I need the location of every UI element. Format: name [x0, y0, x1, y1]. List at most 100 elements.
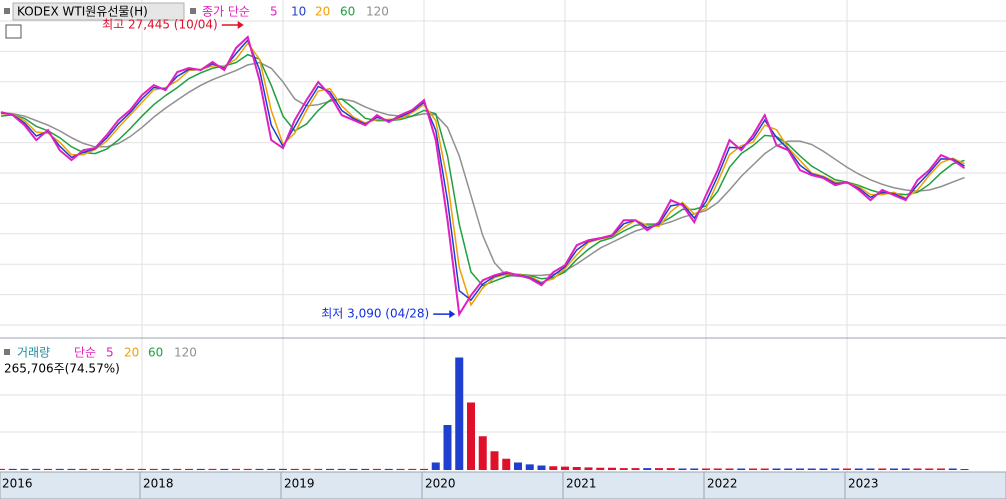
volume-bar: [960, 469, 969, 470]
volume-bar: [572, 467, 581, 470]
volume-bar: [948, 468, 957, 470]
table-icon[interactable]: [5, 24, 22, 39]
annotation-arrowhead: [237, 21, 244, 30]
volume-bar: [173, 468, 182, 470]
volume-bar: [596, 467, 605, 470]
volume-bar: [267, 468, 276, 470]
x-tick-label: 2018: [143, 477, 174, 491]
volume-bar: [20, 468, 29, 470]
volume-bar: [185, 468, 193, 470]
volume-bar: [725, 468, 734, 470]
volume-bar: [290, 468, 299, 470]
x-tick-label: 2019: [284, 477, 315, 491]
volume-bar: [337, 468, 346, 470]
volume-bar: [901, 468, 910, 470]
volume-bar: [890, 468, 898, 470]
volume-bar: [937, 468, 945, 470]
legend-entry: 120: [366, 5, 389, 19]
volume-bar: [608, 467, 616, 470]
volume-bar: [913, 468, 922, 470]
volume-bar: [220, 468, 229, 470]
legend-entry: 60: [340, 5, 355, 19]
volume-legend-entry: 120: [174, 346, 197, 360]
grid: [0, 0, 1006, 472]
x-tick-label: 2021: [566, 477, 597, 491]
volume-bar: [807, 468, 816, 470]
volume-bar: [467, 402, 475, 470]
volume-bar: [772, 468, 781, 470]
volume-bar: [854, 468, 863, 470]
ma-line: [0, 35, 966, 318]
volume-bar: [561, 466, 569, 470]
volume-bar: [361, 468, 370, 470]
volume-bar: [655, 468, 663, 470]
volume-bar: [431, 462, 440, 470]
volume-bar: [866, 468, 875, 470]
volume-bar: [408, 468, 417, 470]
volume-bar: [666, 468, 675, 470]
volume-title: 거래량: [17, 346, 50, 360]
volume-bar: [420, 468, 428, 470]
volume-bar: [490, 451, 499, 470]
annotation-arrowhead: [449, 310, 456, 319]
legend-entry: 20: [315, 5, 330, 19]
volume-current-label: 265,706주(74.57%): [4, 362, 120, 376]
volume-bar: [138, 468, 146, 470]
volume-bar: [243, 468, 252, 470]
volume-bar: [91, 468, 99, 470]
volume-bar: [32, 468, 41, 470]
volume-bar: [502, 458, 511, 470]
volume-bar: [537, 465, 546, 470]
volume-bar: [349, 468, 358, 470]
x-axis-band: [0, 471, 1006, 499]
volume-bar: [713, 468, 722, 470]
x-tick-label: 2020: [425, 477, 456, 491]
volume-bar: [514, 462, 522, 470]
volume-legend-entry: 5: [106, 346, 114, 360]
title-box: [12, 2, 185, 21]
volume-legend-icon: [4, 349, 10, 355]
legend-entry: 10: [291, 5, 306, 19]
volume-bar: [0, 468, 5, 470]
volume-bar: [232, 468, 240, 470]
volume-bar: [784, 468, 793, 470]
volume-bar: [326, 468, 334, 470]
volume-bar: [878, 468, 887, 470]
chart-title: KODEX WTI원유선물(H): [17, 5, 148, 19]
volume-bar: [690, 468, 699, 470]
x-tick-label: 2022: [707, 477, 738, 491]
legend-icon: [190, 8, 196, 14]
ma-line: [0, 61, 965, 278]
title-icon: [4, 8, 10, 14]
volume-bar: [279, 468, 287, 470]
volume-bar: [702, 468, 710, 470]
annotation: 최고 27,445 (10/04): [102, 18, 218, 32]
volume-bar: [114, 468, 123, 470]
volume-bar: [819, 468, 828, 470]
legend-label: 종가 단순: [202, 5, 250, 19]
volume-bar: [149, 468, 158, 470]
x-tick-label: 2023: [848, 477, 879, 491]
volume-bar: [67, 468, 76, 470]
volume-bar: [643, 468, 652, 470]
volume-bar: [44, 468, 52, 470]
volume-bar: [631, 468, 640, 470]
volume-bar: [831, 468, 840, 470]
volume-bar: [549, 466, 558, 470]
volume-bar: [843, 468, 851, 470]
volume-bar: [678, 468, 687, 470]
volume-bar: [525, 464, 534, 470]
volume-bar: [161, 468, 170, 470]
x-tick-label: 2016: [2, 477, 33, 491]
volume-bar: [749, 468, 757, 470]
volume-bar: [8, 468, 17, 470]
volume-legend-label: 단순: [74, 346, 96, 360]
volume-bar: [79, 468, 88, 470]
volume-bar: [196, 468, 205, 470]
volume-bar: [255, 468, 264, 470]
volume-bar: [737, 468, 746, 470]
volume-bar: [455, 357, 464, 470]
volume-bar: [443, 425, 452, 470]
